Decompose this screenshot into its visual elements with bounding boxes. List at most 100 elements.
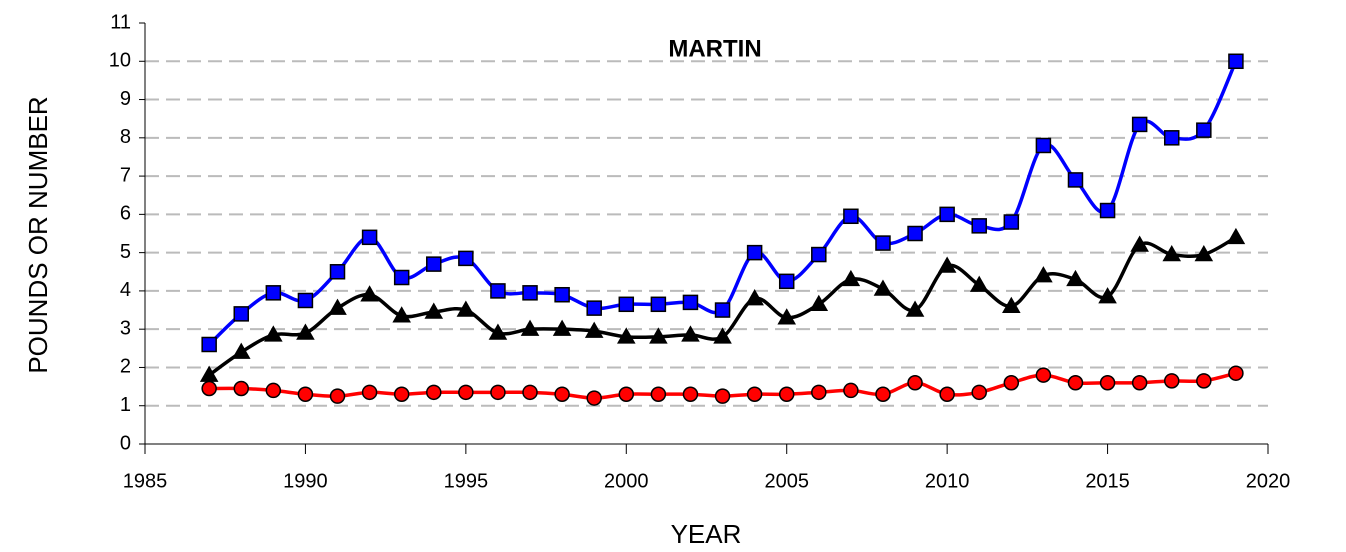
marker xyxy=(713,327,732,344)
y-axis-label: POUNDS OR NUMBER xyxy=(23,96,53,373)
marker xyxy=(1130,235,1149,252)
marker xyxy=(1228,53,1244,70)
marker xyxy=(843,382,859,399)
marker xyxy=(618,386,635,402)
marker xyxy=(1002,296,1021,313)
marker xyxy=(1098,287,1117,304)
y-tick-label: 0 xyxy=(120,432,131,454)
marker xyxy=(1163,130,1180,146)
x-tick-label: 2000 xyxy=(604,470,649,492)
marker xyxy=(1067,172,1084,188)
marker xyxy=(522,384,538,401)
marker xyxy=(971,384,987,401)
marker xyxy=(1067,375,1084,391)
marker xyxy=(907,375,923,391)
marker xyxy=(681,325,700,342)
marker xyxy=(714,302,731,318)
marker xyxy=(586,390,602,406)
y-tick-label: 8 xyxy=(120,126,131,148)
marker xyxy=(456,300,476,317)
marker xyxy=(1035,137,1052,154)
marker xyxy=(426,384,442,401)
marker xyxy=(714,388,731,404)
marker xyxy=(843,208,859,225)
marker xyxy=(329,264,346,280)
marker xyxy=(329,388,346,404)
marker xyxy=(522,285,538,301)
marker xyxy=(746,386,763,402)
marker xyxy=(778,386,795,402)
marker xyxy=(360,285,379,302)
x-tick-label: 1995 xyxy=(444,470,489,492)
marker xyxy=(1003,375,1020,391)
marker xyxy=(649,327,668,344)
marker xyxy=(296,323,315,340)
marker xyxy=(426,256,442,272)
marker xyxy=(361,229,378,246)
marker xyxy=(618,296,635,313)
marker xyxy=(873,279,893,296)
marker xyxy=(265,285,282,301)
marker xyxy=(554,286,570,303)
marker xyxy=(811,246,827,263)
marker xyxy=(233,380,250,397)
marker xyxy=(809,294,829,312)
marker xyxy=(297,386,314,402)
marker xyxy=(1035,367,1052,383)
marker xyxy=(490,283,506,299)
marker xyxy=(1226,227,1246,245)
marker xyxy=(265,382,282,399)
marker xyxy=(1131,375,1148,391)
x-tick-label: 2005 xyxy=(764,470,809,492)
marker xyxy=(1194,245,1214,262)
marker xyxy=(1066,269,1085,287)
marker xyxy=(490,384,506,401)
marker xyxy=(488,323,508,340)
marker xyxy=(616,327,636,344)
marker xyxy=(841,269,861,287)
y-tick-label: 3 xyxy=(120,317,131,339)
y-tick-label: 2 xyxy=(120,356,131,378)
marker xyxy=(233,306,250,322)
marker xyxy=(937,256,957,273)
marker xyxy=(1163,373,1180,389)
marker xyxy=(777,308,797,325)
x-tick-label: 2015 xyxy=(1085,470,1130,492)
y-tick-label: 10 xyxy=(109,50,131,72)
x-axis-label: YEAR xyxy=(671,519,742,549)
marker xyxy=(201,336,217,353)
marker xyxy=(554,386,570,402)
marker xyxy=(520,319,540,336)
marker xyxy=(1099,202,1116,219)
y-tick-label: 4 xyxy=(120,279,131,301)
marker xyxy=(361,384,378,401)
marker xyxy=(1099,375,1116,391)
y-tick-label: 5 xyxy=(120,241,131,263)
marker xyxy=(201,380,217,397)
marker xyxy=(328,298,347,315)
y-tick-label: 6 xyxy=(120,203,131,225)
marker xyxy=(907,225,923,242)
marker xyxy=(778,273,795,290)
marker xyxy=(745,289,764,306)
chart-title: MARTIN xyxy=(668,35,761,62)
marker xyxy=(971,218,987,234)
marker xyxy=(746,244,763,261)
marker xyxy=(458,250,474,267)
marker xyxy=(1196,373,1212,389)
marker xyxy=(1162,245,1182,262)
marker xyxy=(969,275,989,292)
marker xyxy=(875,235,891,251)
marker xyxy=(1003,214,1020,230)
marker xyxy=(392,306,411,323)
marker xyxy=(264,325,283,342)
marker xyxy=(905,300,925,317)
x-tick-label: 2020 xyxy=(1246,470,1291,492)
y-tick-label: 9 xyxy=(120,88,131,110)
marker xyxy=(586,300,602,316)
marker xyxy=(650,296,667,313)
marker xyxy=(650,386,667,402)
marker xyxy=(1228,365,1244,381)
marker xyxy=(231,342,251,359)
